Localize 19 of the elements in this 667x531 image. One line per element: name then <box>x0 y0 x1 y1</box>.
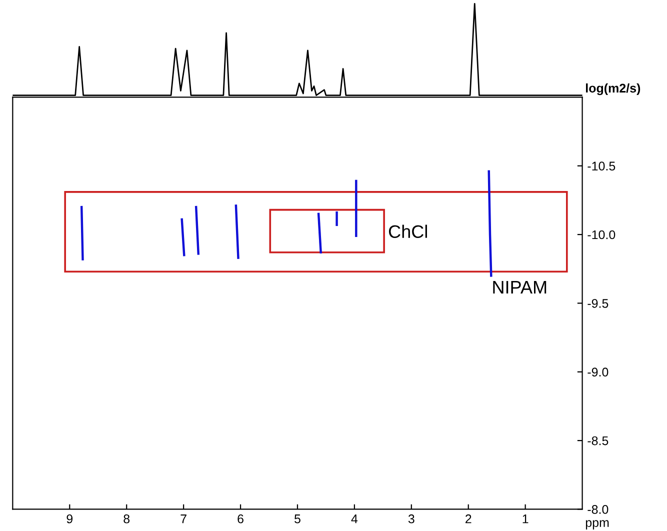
x-axis-title: ppm <box>586 520 609 530</box>
y-tick-label: -10.0 <box>588 230 616 240</box>
x-tick-label: 4 <box>351 514 358 524</box>
x-tick-label: 8 <box>124 514 130 524</box>
x-tick-label: 7 <box>180 514 186 524</box>
x-tick-label: 2 <box>466 514 472 524</box>
y-axis-title: log(m2/s) <box>586 83 640 96</box>
y-tick-label: -8.5 <box>588 436 608 446</box>
x-tick-label: 1 <box>522 514 528 524</box>
x-tick-label: 9 <box>66 514 73 524</box>
annotation: ChCl <box>388 224 427 238</box>
x-tick-label: 3 <box>408 514 414 524</box>
y-tick-label: -9.0 <box>588 368 608 377</box>
x-tick-label: 6 <box>238 514 244 524</box>
y-tick-label: -8.0 <box>588 505 608 514</box>
y-tick-label: -9.5 <box>588 299 608 308</box>
annotation: NIPAM <box>493 281 546 294</box>
y-tick-label: -10.5 <box>588 162 616 170</box>
x-tick-label: 5 <box>294 514 300 524</box>
